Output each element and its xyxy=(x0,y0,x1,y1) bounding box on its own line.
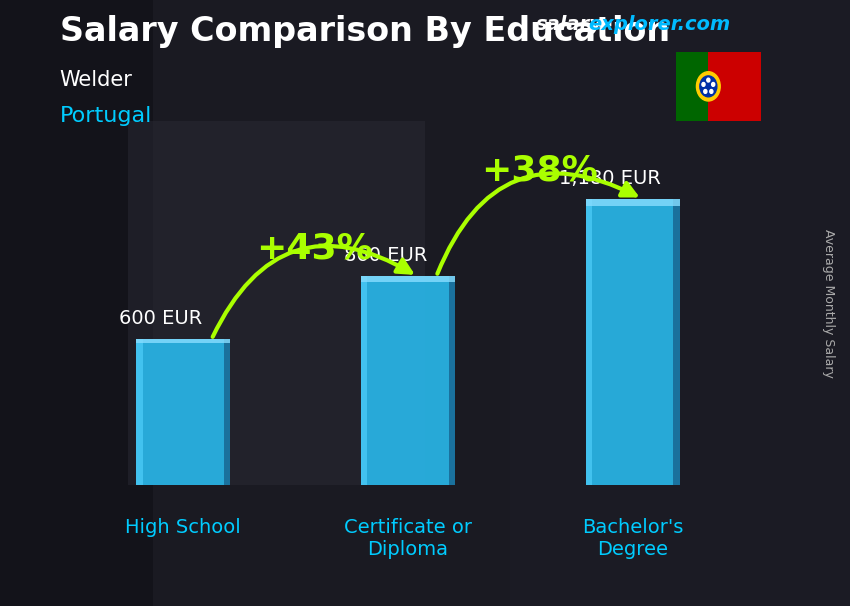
Text: 1,180 EUR: 1,180 EUR xyxy=(559,169,661,188)
Bar xyxy=(136,339,230,343)
Bar xyxy=(708,52,761,121)
Circle shape xyxy=(702,82,705,86)
Bar xyxy=(510,0,850,606)
Text: Bachelor's
Degree: Bachelor's Degree xyxy=(582,518,683,559)
Text: Certificate or
Diploma: Certificate or Diploma xyxy=(344,518,472,559)
Circle shape xyxy=(711,82,715,86)
Text: 860 EUR: 860 EUR xyxy=(344,247,428,265)
Bar xyxy=(676,52,708,121)
Bar xyxy=(360,276,456,485)
Bar xyxy=(586,199,680,485)
Circle shape xyxy=(710,90,713,93)
Bar xyxy=(360,276,456,282)
Text: salary: salary xyxy=(536,15,603,34)
Text: Portugal: Portugal xyxy=(60,106,152,126)
Bar xyxy=(0,0,153,606)
Circle shape xyxy=(696,72,720,101)
Bar xyxy=(449,276,456,485)
Bar xyxy=(360,276,367,485)
Bar xyxy=(136,339,230,485)
Text: +38%: +38% xyxy=(481,153,598,188)
Text: 600 EUR: 600 EUR xyxy=(119,310,202,328)
Bar xyxy=(586,199,592,485)
Text: High School: High School xyxy=(125,518,241,536)
Circle shape xyxy=(707,78,710,82)
FancyArrowPatch shape xyxy=(438,173,636,274)
Bar xyxy=(224,339,230,485)
Circle shape xyxy=(704,90,707,93)
Text: Average Monthly Salary: Average Monthly Salary xyxy=(822,228,836,378)
Text: Salary Comparison By Education: Salary Comparison By Education xyxy=(60,15,670,48)
FancyArrowPatch shape xyxy=(212,246,411,337)
Text: Welder: Welder xyxy=(60,70,133,90)
Bar xyxy=(128,121,425,485)
Text: explorer.com: explorer.com xyxy=(588,15,730,34)
Bar xyxy=(136,339,143,485)
Text: +43%: +43% xyxy=(256,231,373,265)
Bar xyxy=(586,199,680,206)
Circle shape xyxy=(700,76,717,97)
Bar xyxy=(673,199,680,485)
